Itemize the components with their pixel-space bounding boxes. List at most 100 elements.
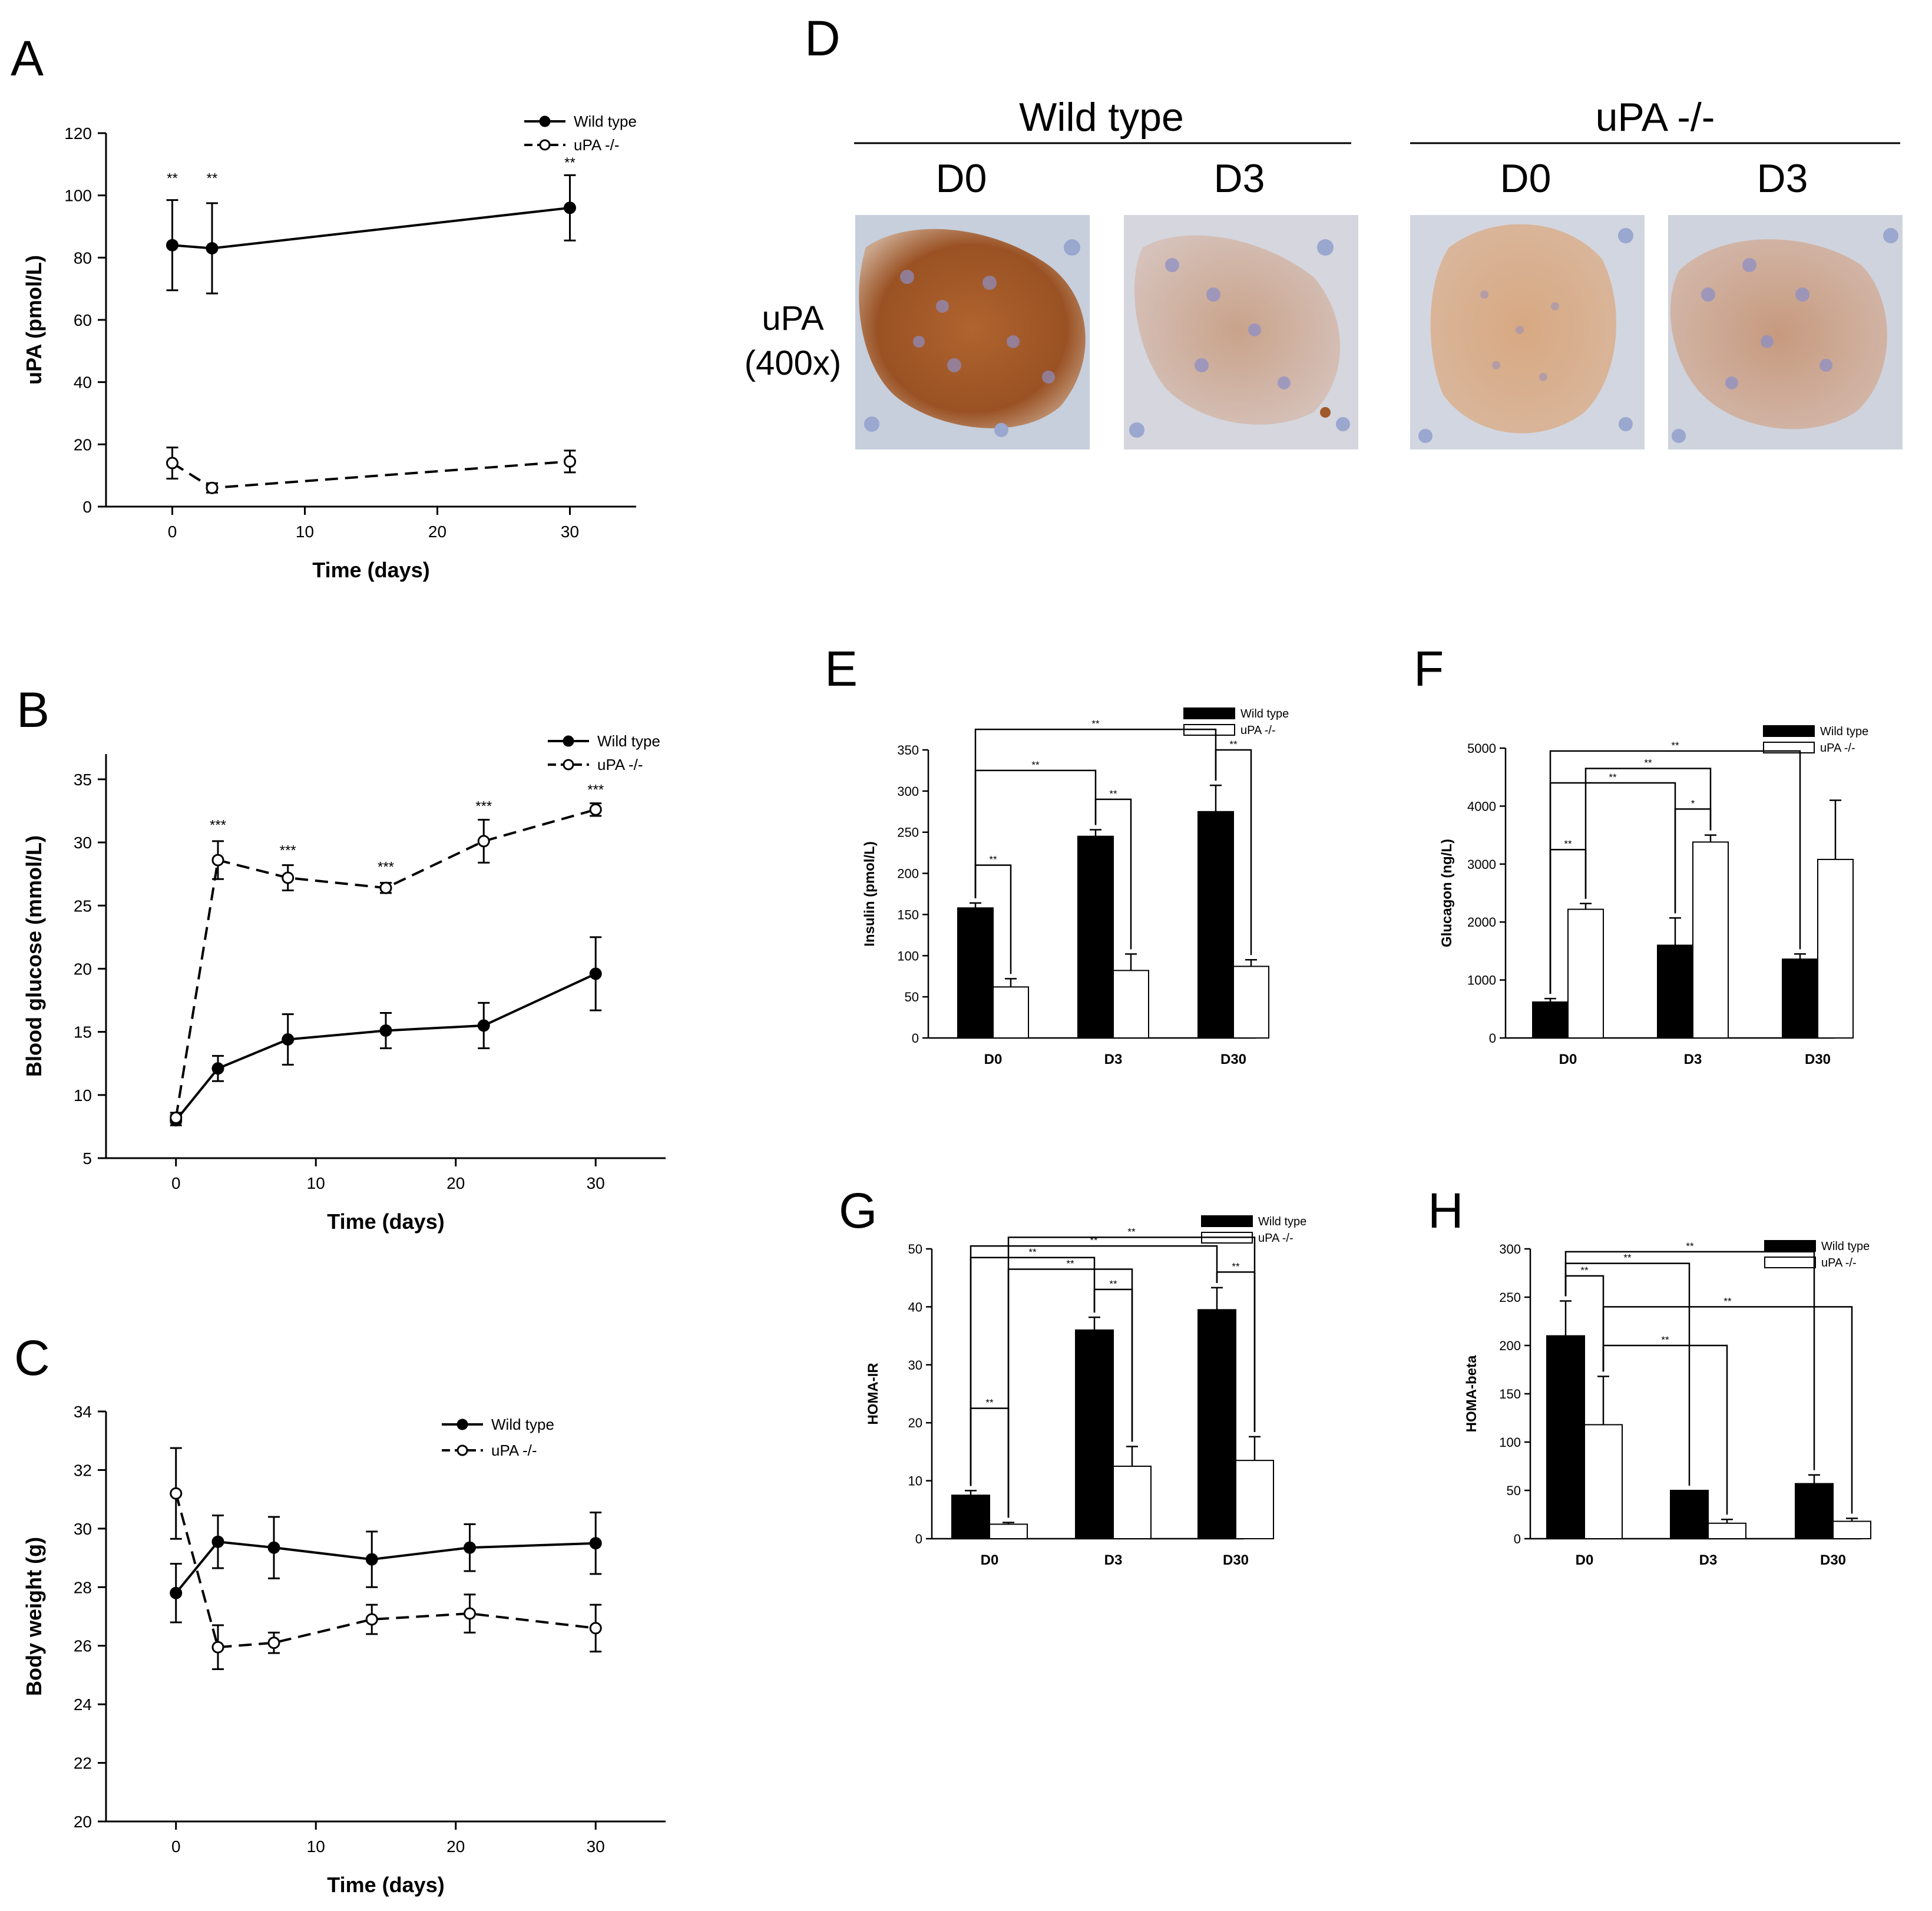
histology-col-ko-d0: D0 [1500, 156, 1551, 201]
chart-b-x-tick-label: 30 [587, 1174, 605, 1192]
panel-letter-a: A [11, 31, 44, 86]
chart-a-legend-marker-upa-knockout [539, 139, 551, 151]
chart-h-y-tick-label: 300 [1499, 1242, 1521, 1257]
chart-h-legend-swatch-upa-knockout [1764, 1257, 1816, 1268]
chart-e-y-axis-label: Insulin (pmol/L) [862, 841, 878, 947]
chart-c-x-tick-label: 30 [587, 1837, 605, 1856]
chart-c-legend-marker-wild-type [456, 1419, 468, 1430]
chart-b-x-axis-label: Time (days) [327, 1209, 444, 1234]
chart-f-bar-wild-type [1532, 1001, 1569, 1039]
chart-a-y-tick-label: 40 [74, 373, 92, 392]
chart-f-y-tick-label: 1000 [1467, 973, 1496, 988]
chart-c-point-upa-knockout [365, 1613, 378, 1626]
chart-f-significance-bracket [1674, 808, 1712, 914]
histology-image-upa-d0 [1410, 215, 1645, 449]
chart-h-y-axis-label: HOMA-beta [1464, 1355, 1480, 1432]
chart-a-point-wild-type [166, 239, 178, 252]
chart-g-significance-marker: ** [1090, 1235, 1098, 1246]
chart-c-x-axis-label: Time (days) [327, 1873, 444, 1897]
chart-b-y-tick-label: 25 [74, 897, 92, 915]
chart-b-legend-label-upa-knockout: uPA -/- [597, 756, 643, 773]
chart-a-significance-marker: ** [564, 155, 575, 171]
chart-g-bar-upa-knockout [989, 1523, 1028, 1539]
chart-b-point-upa-knockout [589, 803, 602, 816]
chart-h-significance-marker: ** [1580, 1265, 1589, 1276]
chart-c-legend-marker-upa-knockout [456, 1444, 468, 1456]
chart-f-bar-wild-type [1657, 944, 1693, 1039]
chart-g-significance-bracket [1216, 1271, 1256, 1432]
chart-f-legend-label-wild-type: Wild type [1820, 725, 1868, 738]
chart-g-significance-marker: ** [1232, 1261, 1240, 1272]
chart-g-significance-marker: ** [1028, 1247, 1037, 1258]
histology-group-wild-type: Wild type [1019, 95, 1184, 140]
chart-e-significance-marker: ** [1091, 718, 1100, 729]
chart-g-y-tick-label: 30 [908, 1358, 922, 1373]
chart-e-significance-marker: ** [1109, 788, 1117, 799]
chart-c-series-line-upa-knockout [174, 1493, 596, 1649]
chart-g-legend-swatch-wild-type [1201, 1215, 1253, 1227]
chart-c-legend-label-upa-knockout: uPA -/- [491, 1441, 537, 1459]
chart-b-point-wild-type [589, 967, 602, 980]
panel-letter-f: F [1414, 641, 1444, 696]
chart-c-y-tick-label: 26 [74, 1637, 92, 1655]
chart-f-significance-marker: ** [1644, 757, 1652, 768]
chart-c-y-tick-label: 28 [74, 1578, 92, 1596]
chart-f-y-tick-label: 2000 [1467, 915, 1496, 930]
chart-h-bar-upa-knockout [1584, 1424, 1623, 1539]
chart-c-point-upa-knockout [170, 1487, 183, 1500]
chart-e-bar-upa-knockout [1113, 970, 1149, 1039]
chart-f-y-tick-label: 5000 [1467, 741, 1496, 756]
chart-f-significance-bracket [1584, 768, 1712, 899]
chart-b-legend-marker-wild-type [563, 735, 574, 747]
chart-e-x-tick-label: D3 [1104, 1052, 1123, 1067]
chart-e-y-tick-label: 200 [897, 867, 919, 881]
chart-e-y-tick-label: 350 [897, 743, 919, 758]
chart-c-point-wild-type [464, 1541, 476, 1554]
histology-row-label-magnification: (400x) [745, 344, 841, 382]
chart-c-point-wild-type [170, 1586, 183, 1599]
chart-b-significance-marker: *** [475, 798, 492, 814]
chart-b-y-tick-label: 10 [74, 1086, 92, 1105]
chart-h-y-tick-label: 150 [1499, 1387, 1521, 1401]
chart-c-y-tick-label: 34 [74, 1403, 92, 1421]
chart-c-point-upa-knockout [267, 1636, 280, 1649]
chart-g-x-tick-label: D3 [1104, 1552, 1123, 1568]
chart-h-x-tick-label: D3 [1699, 1552, 1718, 1568]
histology-image-wild-type-d3 [1124, 215, 1358, 449]
chart-b-x-tick-label: 10 [307, 1174, 325, 1192]
chart-f-significance-bracket [1549, 848, 1587, 994]
chart-c-series-line-wild-type [175, 1540, 596, 1594]
chart-b-x-tick-label: 0 [171, 1174, 181, 1192]
chart-e-bar-wild-type [957, 907, 994, 1039]
chart-f-bar-upa-knockout [1692, 841, 1729, 1039]
panel-letter-g: G [839, 1183, 877, 1238]
chart-g-bar-upa-knockout [1235, 1460, 1274, 1539]
chart-b-x-tick-label: 20 [446, 1174, 465, 1192]
chart-g-y-tick-label: 0 [915, 1532, 922, 1546]
chart-g-significance-marker: ** [1109, 1278, 1117, 1290]
chart-b-point-upa-knockout [379, 881, 392, 894]
chart-h-y-tick-label: 50 [1507, 1483, 1521, 1498]
chart-g-bar-wild-type [951, 1495, 990, 1539]
panel-letter-c: C [14, 1330, 50, 1386]
chart-c-y-tick-label: 30 [74, 1520, 92, 1538]
chart-f-bar-wild-type [1782, 958, 1818, 1039]
chart-e-significance-marker: ** [1229, 739, 1238, 750]
chart-b-point-upa-knockout [211, 854, 224, 867]
histology-row-label-stain: uPA [762, 299, 824, 338]
chart-a-y-tick-label: 0 [82, 498, 92, 516]
chart-g-y-tick-label: 20 [908, 1416, 922, 1430]
chart-a-y-tick-label: 120 [64, 124, 92, 143]
histology-col-wt-d0: D0 [936, 156, 987, 201]
chart-a-y-axis-label: uPA (pmol/L) [22, 255, 46, 385]
chart-g-bar-upa-knockout [1113, 1466, 1152, 1539]
chart-a-significance-marker: ** [167, 171, 178, 187]
chart-e-x-tick-label: D0 [984, 1052, 1003, 1067]
chart-a-legend-label-upa-knockout: uPA -/- [574, 136, 620, 154]
chart-b-point-wild-type [282, 1033, 295, 1046]
histology-col-ko-d3: D3 [1757, 156, 1808, 201]
chart-f-significance-marker: * [1691, 798, 1695, 809]
chart-g-bar-wild-type [1197, 1309, 1236, 1540]
chart-f-significance-marker: ** [1609, 772, 1617, 783]
chart-a-series-line-upa-knockout [171, 460, 570, 490]
